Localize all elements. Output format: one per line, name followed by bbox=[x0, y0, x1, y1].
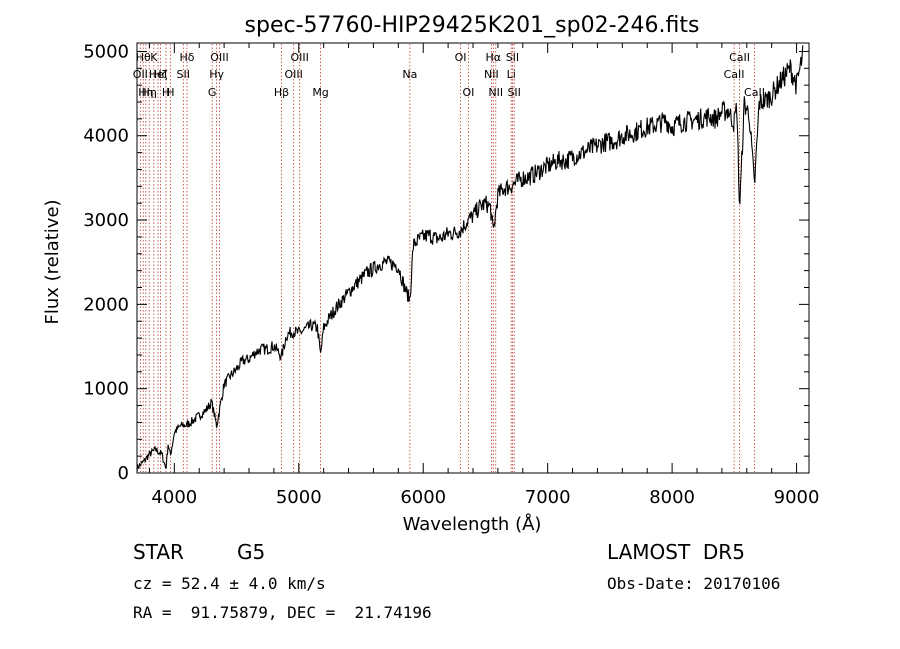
x-tick-label: 5000 bbox=[276, 487, 322, 508]
spectral-line-labels: OIIHθHηHηKHeIHζHHSIIHδGHγOIIIHβOIIIOIIIM… bbox=[133, 51, 765, 99]
spectral-line-label: SII bbox=[177, 68, 190, 81]
spectral-line-label: OIII bbox=[284, 68, 302, 81]
spectral-line-label: Hη bbox=[138, 86, 153, 99]
chart-title: spec-57760-HIP29425K201_sp02-246.fits bbox=[245, 13, 700, 38]
spectral-line-label: K bbox=[150, 51, 158, 64]
y-tick-label: 1000 bbox=[83, 379, 129, 400]
spectral-line-markers bbox=[139, 44, 755, 472]
y-axis-ticks: 0 1000 2000 3000 4000 5000 bbox=[83, 41, 809, 484]
observation-date: Obs-Date: 20170106 bbox=[607, 574, 781, 593]
spectral-line-label: SII bbox=[506, 51, 519, 64]
object-class: STAR bbox=[133, 540, 184, 564]
object-subclass: G5 bbox=[237, 540, 266, 564]
x-tick-label: 8000 bbox=[649, 487, 695, 508]
spectral-line-label: CaII bbox=[729, 51, 750, 64]
spectral-line-label: CaII bbox=[744, 86, 765, 99]
x-tick-label: 7000 bbox=[525, 487, 571, 508]
spectrum-series-line bbox=[136, 45, 804, 472]
x-tick-label: 4000 bbox=[151, 487, 197, 508]
y-tick-label: 5000 bbox=[83, 41, 129, 62]
x-axis-label: Wavelength (Å) bbox=[403, 513, 542, 535]
spectral-line-label: Li bbox=[507, 68, 516, 81]
spectral-line-label: OIII bbox=[290, 51, 308, 64]
spectral-line-label: NII bbox=[484, 68, 499, 81]
survey-name: LAMOST DR5 bbox=[607, 540, 745, 564]
y-tick-label: 4000 bbox=[83, 126, 129, 147]
x-tick-label: 9000 bbox=[774, 487, 820, 508]
spectral-line-label: OII bbox=[133, 68, 148, 81]
spectral-line-label: CaII bbox=[724, 68, 745, 81]
y-tick-label: 0 bbox=[118, 463, 129, 484]
ra-dec-coordinates: RA = 91.75879, DEC = 21.74196 bbox=[133, 603, 432, 622]
spectral-line-label: H bbox=[166, 86, 174, 99]
y-axis-label: Flux (relative) bbox=[42, 199, 63, 324]
spectral-line-label: Mg bbox=[312, 86, 328, 99]
spectral-line-label: Hζ bbox=[153, 68, 167, 81]
y-tick-label: 3000 bbox=[83, 210, 129, 231]
spectral-line-label: NII bbox=[488, 86, 503, 99]
spectral-line-label: G bbox=[208, 86, 217, 99]
spectral-line-label: Hα bbox=[486, 51, 502, 64]
redshift-cz: cz = 52.4 ± 4.0 km/s bbox=[133, 574, 326, 593]
spectral-line-label: H bbox=[162, 86, 170, 99]
spectral-line-label: OI bbox=[462, 86, 474, 99]
spectral-line-label: Hβ bbox=[274, 86, 289, 99]
x-axis-ticks: 4000 5000 6000 7000 8000 9000 bbox=[148, 43, 820, 508]
spectral-line-label: Hθ bbox=[136, 51, 151, 64]
plot-frame bbox=[136, 42, 810, 474]
spectral-line-label: OIII bbox=[210, 51, 228, 64]
spectral-line-label: Hη bbox=[142, 86, 157, 99]
spectral-line-label: Hγ bbox=[209, 68, 224, 81]
spectral-line-label: Na bbox=[402, 68, 417, 81]
spectral-line-label: Hδ bbox=[180, 51, 195, 64]
spectral-line-label: OI bbox=[455, 51, 467, 64]
x-tick-label: 6000 bbox=[400, 487, 446, 508]
spectral-line-label: SII bbox=[507, 86, 520, 99]
spectral-line-label: HeI bbox=[149, 68, 167, 81]
y-tick-label: 2000 bbox=[83, 294, 129, 315]
